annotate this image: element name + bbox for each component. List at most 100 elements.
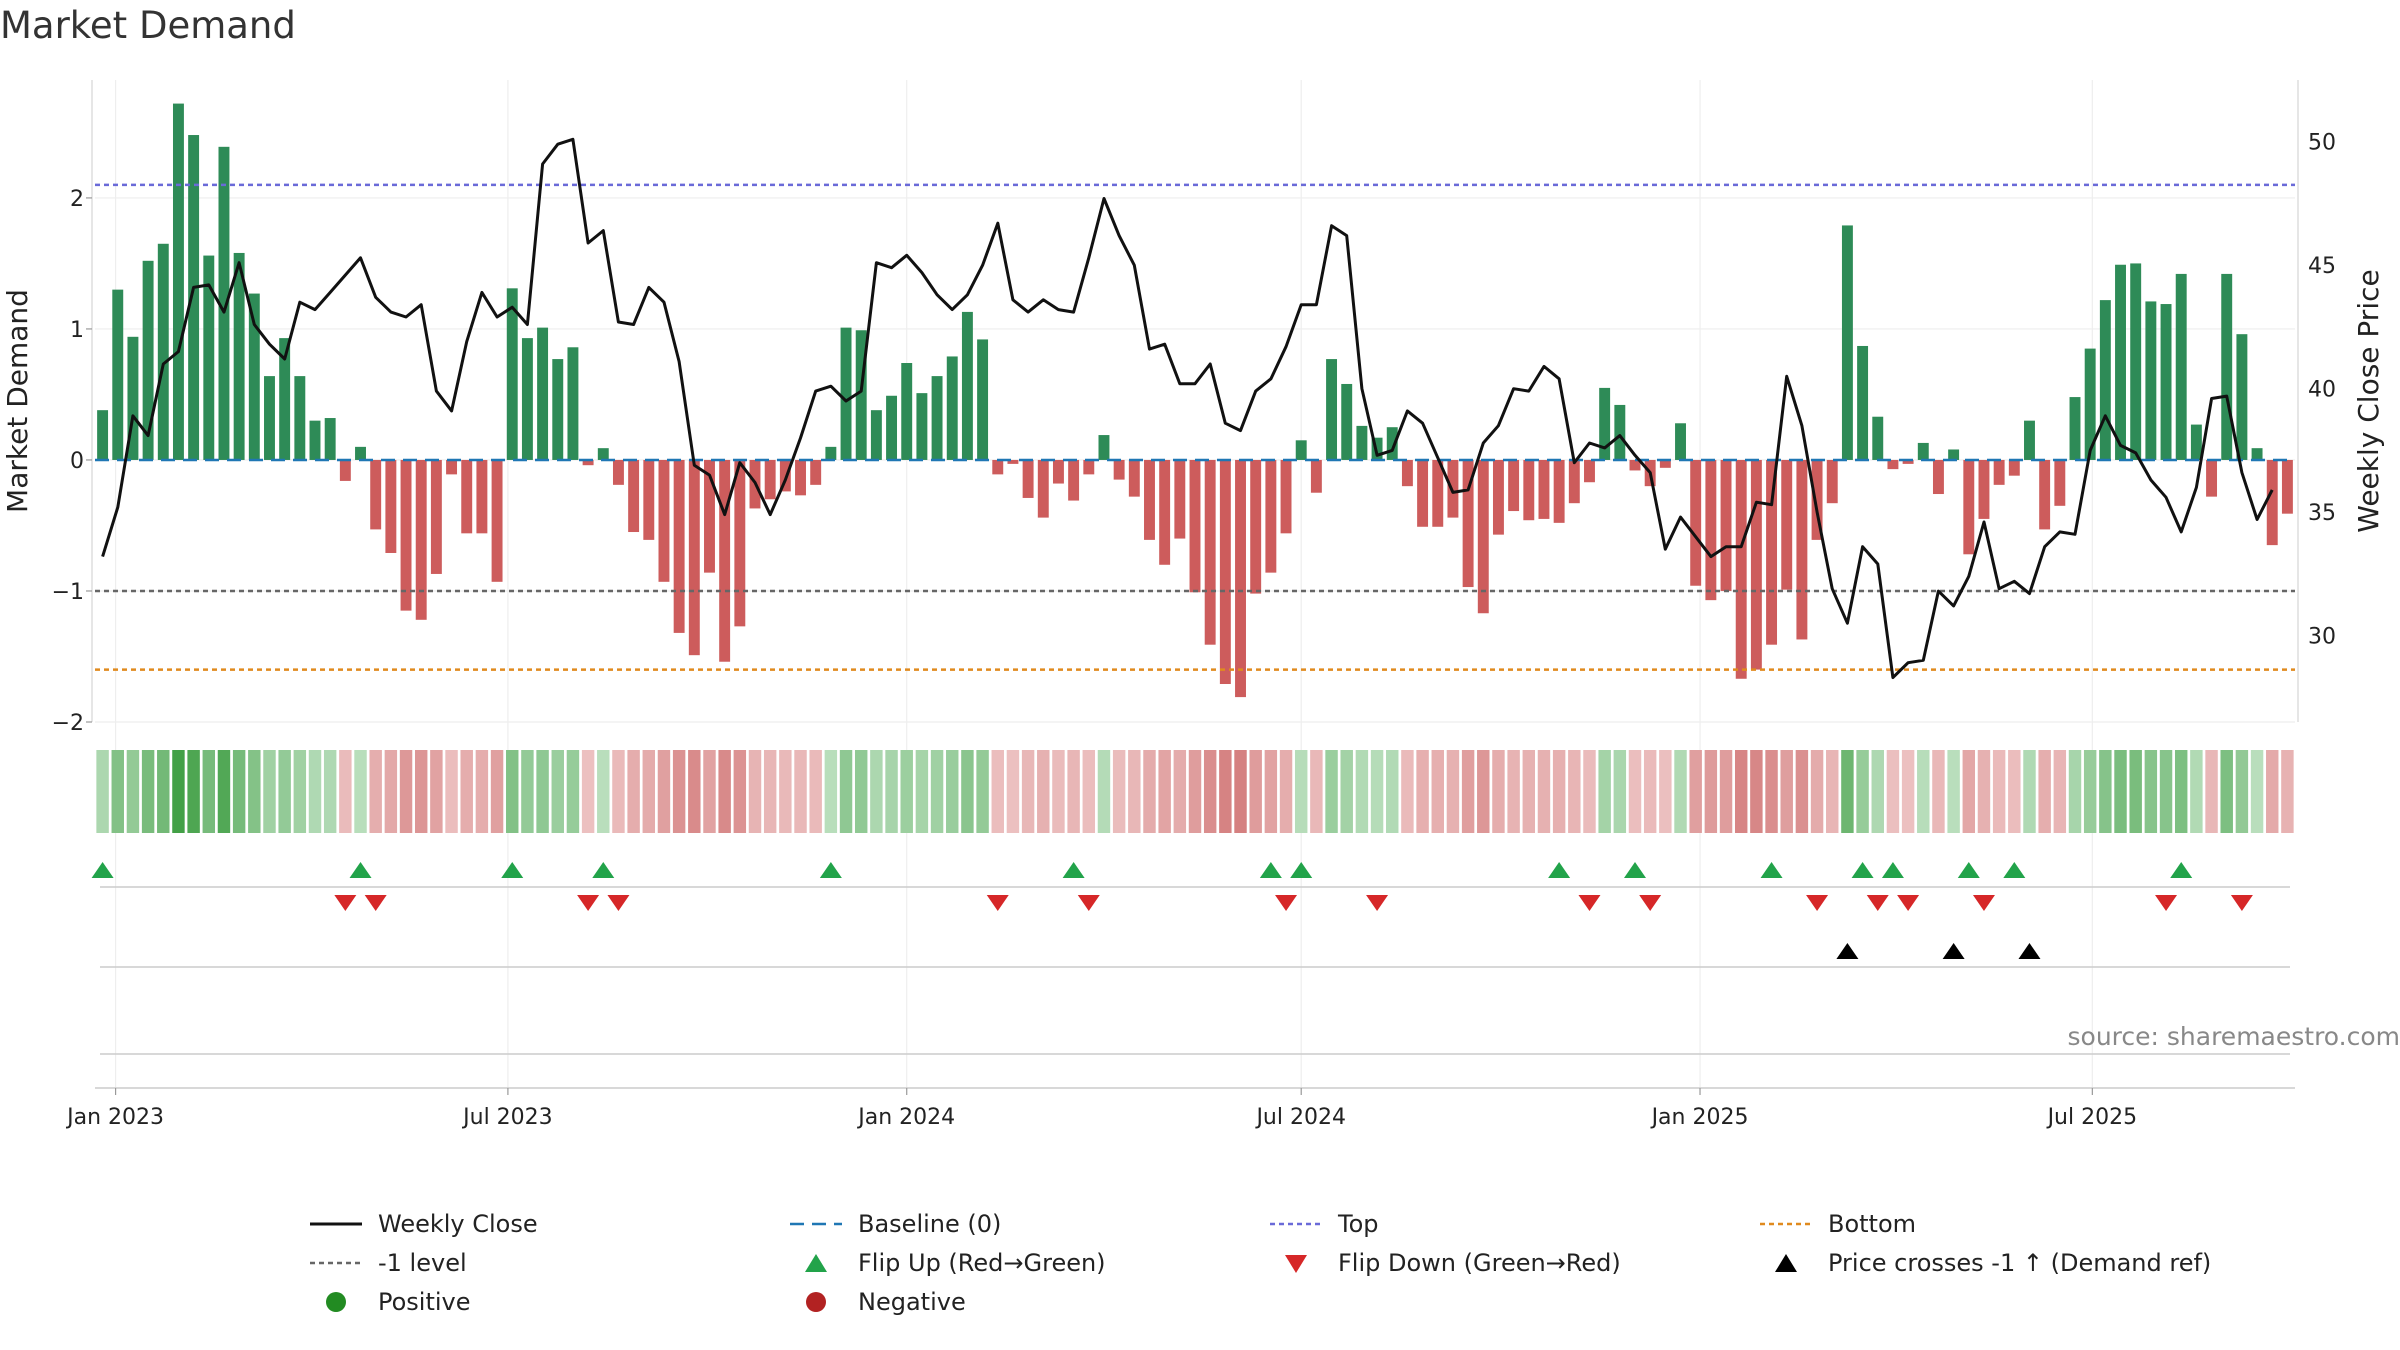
flip-down-marker [1639,895,1662,911]
heat-cell [779,750,792,833]
demand-bar [446,459,458,475]
legend-label: Flip Down (Green→Red) [1338,1249,1621,1277]
demand-bar [1341,383,1353,460]
demand-bar [1720,459,1732,591]
heat-cell [445,750,458,833]
demand-bar [2281,459,2293,514]
heat-cell [1780,750,1793,833]
heat-cell [399,750,413,833]
legend-symbol-negative-icon [780,1290,850,1314]
demand-bar [1356,425,1368,460]
demand-bar [1857,345,1869,460]
demand-bar [339,459,351,481]
demand-bar [567,347,579,460]
demand-bar [1144,459,1155,540]
flip-down-marker [1275,895,1298,911]
heat-cell [2099,750,2112,833]
heat-cell [2053,750,2067,833]
heat-cell [1841,750,1854,833]
heat-cell [2174,750,2188,833]
heat-cell [1704,750,1718,833]
heat-cell [1097,750,1111,833]
demand-bar [1553,459,1565,523]
legend-label: Negative [858,1288,966,1316]
heat-cell [1188,750,1202,833]
demand-bar [142,260,154,460]
heat-cell [1689,750,1702,833]
demand-bar [2221,273,2233,460]
cross-marker [1836,943,1859,959]
heat-cell [1734,750,1748,833]
demand-bar [1735,459,1747,679]
heat-cell [506,750,519,833]
y-tick-label: 2 [70,187,84,212]
demand-bar [1584,459,1595,483]
demand-bar [704,459,715,573]
demand-bar [2236,334,2248,460]
demand-bar [673,459,685,633]
cross-marker [2018,943,2041,959]
flip-down-marker [1366,895,1389,911]
heat-cell [2129,750,2142,833]
heat-cell [1810,750,1824,833]
demand-bar [719,459,731,662]
demand-bar [643,459,655,540]
heat-cell [1477,750,1490,833]
heat-cell [521,750,534,833]
demand-bar [461,459,473,534]
demand-bar [1204,459,1216,645]
heat-cell [1416,750,1429,833]
x-tick-label: Jul 2025 [2046,1105,2138,1130]
demand-bar [764,459,776,500]
demand-bar [870,410,882,460]
heat-cell [1674,750,1687,833]
heat-cell [1977,750,1991,833]
legend-item-positive: Positive [300,1288,471,1316]
heat-cell [551,750,564,833]
legend-label: Positive [378,1288,471,1316]
heat-cell [2144,750,2158,833]
legend-item-weekly_close: Weekly Close [300,1210,538,1238]
legend-symbol-top [1260,1212,1330,1236]
demand-bar [977,339,989,460]
demand-bar [1902,459,1914,464]
demand-bar [1022,459,1034,498]
demand-bar [688,459,700,656]
flip-down-marker [2155,895,2178,911]
demand-bar [552,359,564,460]
demand-bar [1841,225,1853,460]
heat-cell [566,750,580,833]
demand-bar [1508,459,1520,512]
flip-up-marker [349,862,372,878]
heat-cell [870,750,883,833]
demand-bar [1083,459,1095,475]
flip-up-marker [1062,862,1085,878]
heat-cell [354,750,367,833]
heat-cell [961,750,974,833]
heat-cell [930,750,944,833]
heat-cell [824,750,838,833]
heat-cell [232,750,246,833]
heat-cell [794,750,807,833]
legend-item-cross: Price crosses -1 ↑ (Demand ref) [1750,1249,2211,1277]
heat-cell [1249,750,1262,833]
legend-label: Baseline (0) [858,1210,1002,1238]
demand-bar [491,459,503,582]
demand-bar [157,243,169,460]
heat-cell [1765,750,1778,833]
demand-bar [612,459,624,485]
heat-cell [1128,750,1141,833]
demand-bar [1705,459,1717,601]
heat-cell [1552,750,1566,833]
heat-cell [2235,750,2249,833]
heat-cell [915,750,929,833]
heat-cell [1795,750,1809,833]
demand-bar [2039,459,2051,530]
heat-cell [1537,750,1551,833]
heat-cell [2038,750,2051,833]
demand-bar [1781,459,1793,590]
demand-bar [2115,264,2126,460]
heat-cell [1659,750,1672,833]
heat-cell [733,750,747,833]
heat-cell [1219,750,1232,833]
